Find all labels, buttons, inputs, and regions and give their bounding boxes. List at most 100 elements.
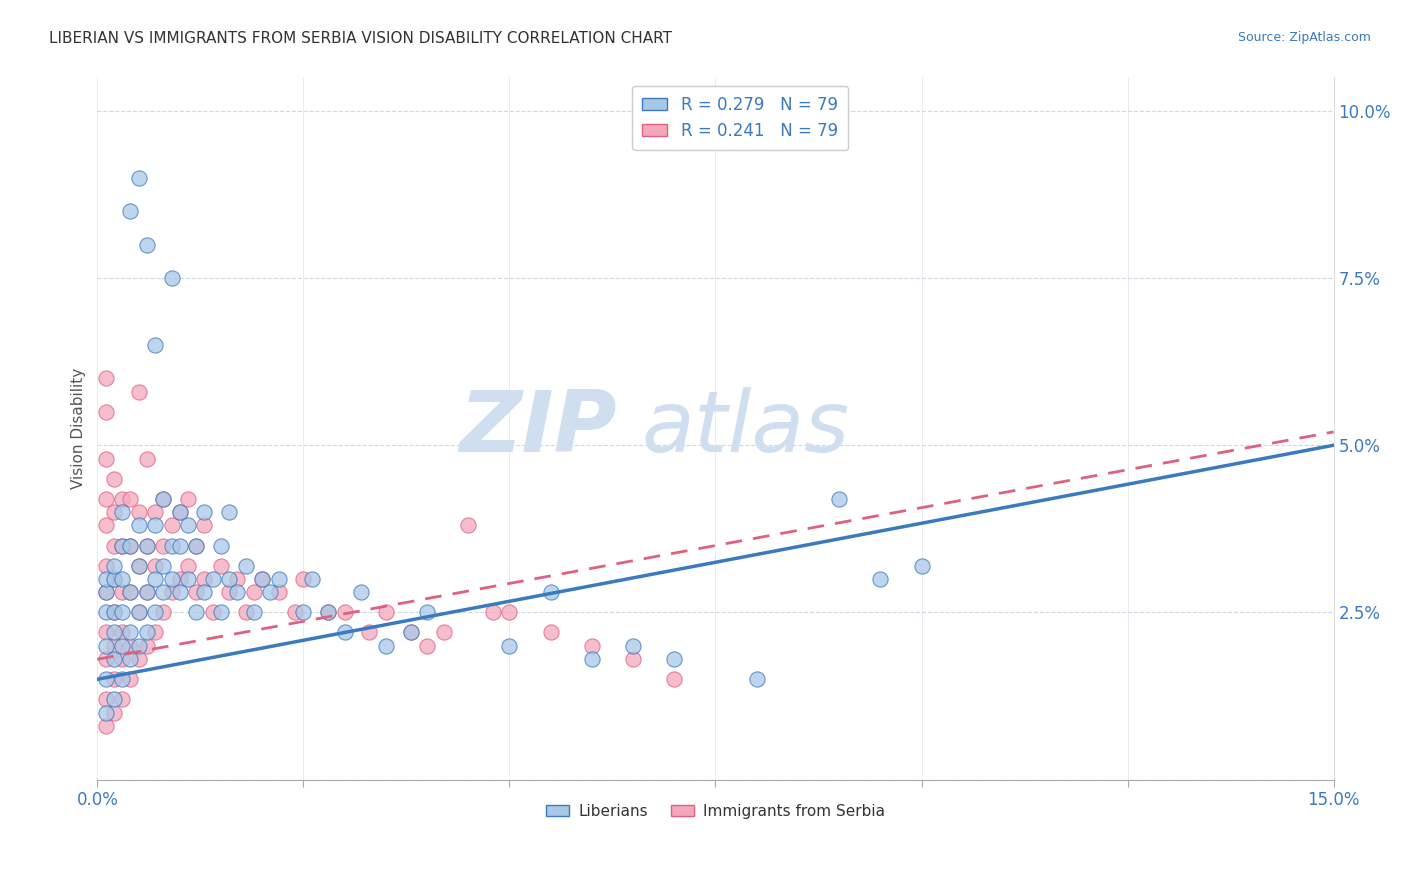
Point — [292, 606, 315, 620]
Point — [160, 271, 183, 285]
Point — [621, 639, 644, 653]
Point — [135, 585, 157, 599]
Point — [160, 518, 183, 533]
Point — [201, 572, 224, 586]
Point — [135, 237, 157, 252]
Point — [218, 505, 240, 519]
Point — [128, 606, 150, 620]
Point — [540, 585, 562, 599]
Point — [193, 518, 215, 533]
Point — [664, 652, 686, 666]
Point — [135, 539, 157, 553]
Point — [498, 606, 520, 620]
Point — [226, 585, 249, 599]
Point — [186, 585, 208, 599]
Point — [111, 625, 134, 640]
Point — [128, 639, 150, 653]
Point — [177, 518, 200, 533]
Point — [103, 606, 125, 620]
Point — [160, 572, 183, 586]
Point — [169, 505, 191, 519]
Point — [135, 451, 157, 466]
Point — [218, 585, 240, 599]
Point — [152, 606, 174, 620]
Point — [103, 706, 125, 720]
Point — [120, 585, 142, 599]
Point — [745, 673, 768, 687]
Y-axis label: Vision Disability: Vision Disability — [72, 368, 86, 489]
Point — [94, 491, 117, 506]
Text: Source: ZipAtlas.com: Source: ZipAtlas.com — [1237, 31, 1371, 45]
Point — [128, 384, 150, 399]
Point — [135, 639, 157, 653]
Point — [910, 558, 932, 573]
Point — [103, 673, 125, 687]
Point — [120, 539, 142, 553]
Point — [103, 572, 125, 586]
Point — [94, 371, 117, 385]
Point — [128, 170, 150, 185]
Text: atlas: atlas — [641, 387, 849, 470]
Point — [259, 585, 281, 599]
Point — [103, 652, 125, 666]
Point — [94, 585, 117, 599]
Point — [581, 639, 603, 653]
Point — [143, 572, 166, 586]
Point — [316, 606, 339, 620]
Point — [243, 606, 266, 620]
Point — [143, 518, 166, 533]
Point — [111, 652, 134, 666]
Point — [316, 606, 339, 620]
Point — [432, 625, 454, 640]
Point — [169, 572, 191, 586]
Point — [169, 585, 191, 599]
Point — [169, 539, 191, 553]
Point — [111, 572, 134, 586]
Point — [869, 572, 891, 586]
Point — [209, 558, 232, 573]
Point — [152, 558, 174, 573]
Point — [111, 505, 134, 519]
Point — [160, 585, 183, 599]
Point — [250, 572, 273, 586]
Point — [152, 491, 174, 506]
Point — [94, 673, 117, 687]
Point — [128, 606, 150, 620]
Point — [193, 585, 215, 599]
Point — [374, 639, 396, 653]
Point — [94, 719, 117, 733]
Point — [143, 505, 166, 519]
Point — [301, 572, 323, 586]
Point — [128, 505, 150, 519]
Point — [103, 639, 125, 653]
Point — [218, 572, 240, 586]
Point — [135, 585, 157, 599]
Point — [193, 505, 215, 519]
Legend: Liberians, Immigrants from Serbia: Liberians, Immigrants from Serbia — [540, 797, 891, 824]
Point — [94, 652, 117, 666]
Text: ZIP: ZIP — [458, 387, 617, 470]
Point — [111, 539, 134, 553]
Point — [103, 606, 125, 620]
Point — [103, 539, 125, 553]
Point — [540, 625, 562, 640]
Point — [250, 572, 273, 586]
Point — [111, 585, 134, 599]
Point — [186, 539, 208, 553]
Point — [103, 472, 125, 486]
Point — [120, 539, 142, 553]
Point — [267, 572, 290, 586]
Point — [581, 652, 603, 666]
Point — [482, 606, 505, 620]
Point — [111, 673, 134, 687]
Point — [267, 585, 290, 599]
Point — [94, 625, 117, 640]
Point — [209, 606, 232, 620]
Point — [201, 606, 224, 620]
Point — [135, 625, 157, 640]
Point — [160, 539, 183, 553]
Point — [120, 625, 142, 640]
Point — [177, 491, 200, 506]
Point — [111, 639, 134, 653]
Point — [416, 639, 439, 653]
